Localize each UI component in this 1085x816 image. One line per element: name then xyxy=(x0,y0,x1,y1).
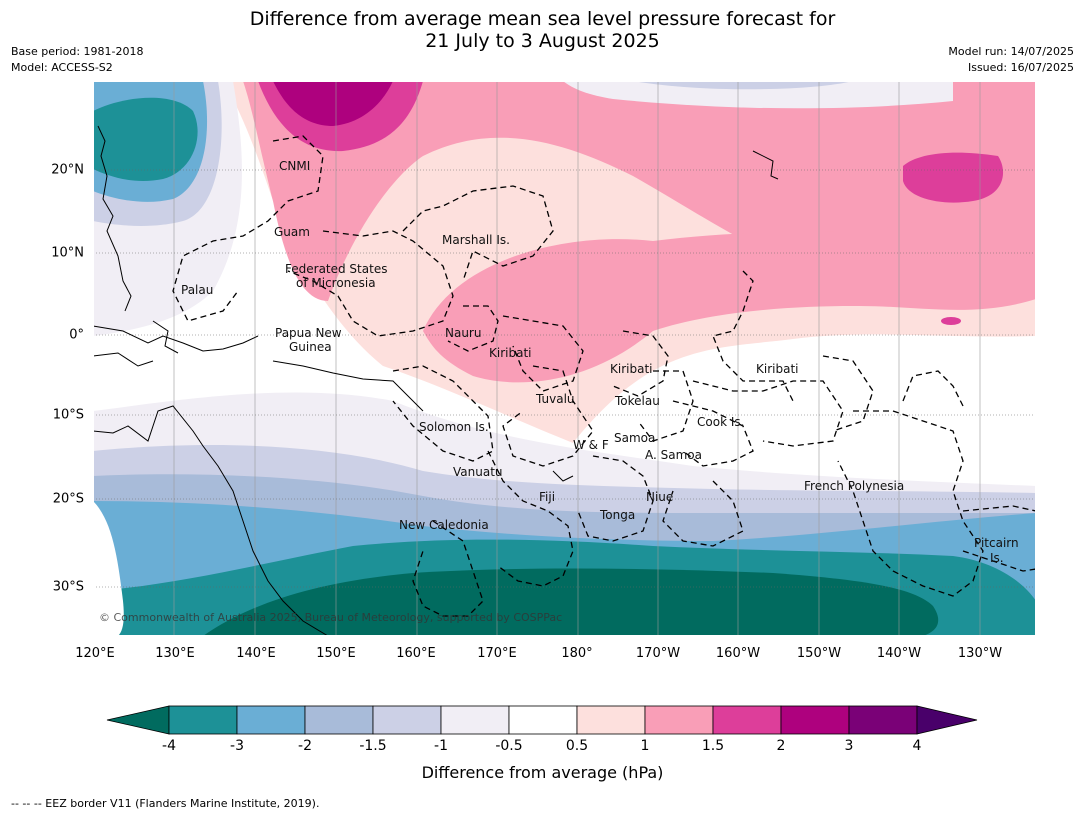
label-wf: W & F xyxy=(573,438,609,452)
cb-label-0: -4 xyxy=(162,738,176,754)
colorbar-title: Difference from average (hPa) xyxy=(421,763,664,782)
colorbar-cell xyxy=(780,705,850,735)
label-vanuatu: Vanuatu xyxy=(453,465,503,479)
band-1.5-2-spot xyxy=(941,317,961,325)
cb-label-1: -3 xyxy=(230,738,244,754)
label-kiribati-west: Kiribati xyxy=(489,346,531,360)
cb-label-10: 3 xyxy=(844,738,854,754)
cb-label-9: 2 xyxy=(776,738,786,754)
y-tick-20n: 20°N xyxy=(51,162,84,178)
band-2-3 xyxy=(273,81,393,126)
x-tick-140e: 140°E xyxy=(236,646,276,661)
label-pitcairn-1: Pitcairn xyxy=(974,536,1019,550)
label-tuvalu: Tuvalu xyxy=(535,392,575,406)
label-niue: Niue xyxy=(646,490,673,504)
colorbar-cell xyxy=(848,705,918,735)
label-kiribati-east: Kiribati xyxy=(756,362,798,376)
copyright-notice: © Commonwealth of Australia 2025, Bureau… xyxy=(99,611,562,624)
title-line-1: Difference from average mean sea level p… xyxy=(249,8,836,30)
label-tokelau: Tokelau xyxy=(614,394,660,408)
label-french-polynesia: French Polynesia xyxy=(804,479,904,493)
cb-label-8: 1.5 xyxy=(701,738,725,754)
title-line-2: 21 July to 3 August 2025 xyxy=(425,30,660,52)
colorbar-cell xyxy=(236,705,306,735)
colorbar-extend-low xyxy=(106,705,170,735)
colorbar-cell xyxy=(644,705,714,735)
x-tick-150w: 150°W xyxy=(796,646,842,661)
eez-footnote: -- -- -- EEZ border V11 (Flanders Marine… xyxy=(11,797,320,810)
band-neg-0.5-top xyxy=(563,81,953,109)
label-palau: Palau xyxy=(181,283,213,297)
label-marshall: Marshall Is. xyxy=(442,233,510,247)
label-samoa: Samoa xyxy=(614,431,655,445)
colorbar-cell xyxy=(576,705,646,735)
colorbar-cell xyxy=(304,705,374,735)
colorbar-cell xyxy=(712,705,782,735)
label-nauru: Nauru xyxy=(445,326,481,340)
label-fsm-2: of Micronesia xyxy=(296,276,376,290)
label-fiji: Fiji xyxy=(539,490,555,504)
x-tick-170w: 170°W xyxy=(635,646,681,661)
label-asamoa: A. Samoa xyxy=(645,448,702,462)
graticule xyxy=(173,81,981,636)
label-kiribati-central: Kiribati xyxy=(610,362,652,376)
colorbar-cell xyxy=(508,705,578,735)
band-1.5-2-east xyxy=(903,152,1004,203)
cb-label-2: -2 xyxy=(298,738,312,754)
cb-label-4: -1 xyxy=(434,738,448,754)
coastlines xyxy=(93,125,779,636)
eez-borders xyxy=(172,135,1036,617)
x-tick-130e: 130°E xyxy=(155,646,195,661)
cb-label-11: 4 xyxy=(912,738,922,754)
x-tick-180: 180° xyxy=(561,646,593,661)
model-run: Model run: 14/07/2025 xyxy=(948,45,1074,58)
label-cook: Cook Is. xyxy=(697,415,744,429)
label-pitcairn-2: Is. xyxy=(990,551,1004,565)
meta-right: Model run: 14/07/2025 Issued: 16/07/2025 xyxy=(948,44,1074,76)
label-fsm-1: Federated States xyxy=(285,262,387,276)
colorbar-cell xyxy=(372,705,442,735)
cb-label-7: 1 xyxy=(640,738,650,754)
x-tick-160w: 160°W xyxy=(715,646,761,661)
band-neg-1-top xyxy=(633,81,853,90)
issued-date: Issued: 16/07/2025 xyxy=(967,61,1074,74)
label-cnmi: CNMI xyxy=(279,159,310,173)
x-tick-120e: 120°E xyxy=(75,646,115,661)
y-tick-30s: 30°S xyxy=(52,579,84,595)
cb-label-5: -0.5 xyxy=(495,738,523,754)
band-white-west xyxy=(93,501,124,636)
map-panel[interactable]: CNMI Guam Marshall Is. Federated States … xyxy=(93,81,1036,636)
band-south-neg-4 xyxy=(203,568,939,636)
base-period: Base period: 1981-2018 xyxy=(11,45,144,58)
label-png-2: Guinea xyxy=(289,340,332,354)
colorbar-extend-high xyxy=(916,705,978,735)
pressure-anomaly-map: CNMI Guam Marshall Is. Federated States … xyxy=(93,81,1036,636)
x-tick-150e: 150°E xyxy=(316,646,356,661)
y-tick-0: 0° xyxy=(69,327,84,343)
x-tick-170e: 170°E xyxy=(477,646,517,661)
label-guam: Guam xyxy=(274,225,310,239)
meta-left: Base period: 1981-2018 Model: ACCESS-S2 xyxy=(11,44,143,76)
chart-title: Difference from average mean sea level p… xyxy=(0,8,1085,52)
cb-label-6: 0.5 xyxy=(565,738,589,754)
band-neg-3 xyxy=(93,97,198,181)
colorbar-cell xyxy=(168,705,238,735)
label-solomon: Solomon Is. xyxy=(419,420,489,434)
colorbar-cells xyxy=(106,705,978,735)
x-tick-130w: 130°W xyxy=(957,646,1003,661)
y-tick-10s: 10°S xyxy=(52,407,84,423)
x-tick-140w: 140°W xyxy=(876,646,922,661)
model-name: Model: ACCESS-S2 xyxy=(11,61,113,74)
colorbar xyxy=(106,705,978,735)
y-tick-20s: 20°S xyxy=(52,491,84,507)
y-tick-10n: 10°N xyxy=(51,245,84,261)
label-tonga: Tonga xyxy=(599,508,635,522)
label-new-caledonia: New Caledonia xyxy=(399,518,489,532)
x-tick-160e: 160°E xyxy=(396,646,436,661)
latitude-lines xyxy=(93,169,1036,588)
label-png-1: Papua New xyxy=(275,326,342,340)
cb-label-3: -1.5 xyxy=(359,738,387,754)
colorbar-cell xyxy=(440,705,510,735)
